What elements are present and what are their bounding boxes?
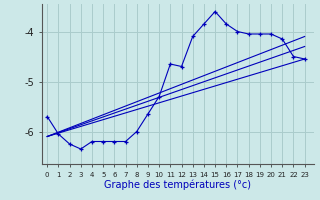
- X-axis label: Graphe des températures (°c): Graphe des températures (°c): [104, 179, 251, 190]
